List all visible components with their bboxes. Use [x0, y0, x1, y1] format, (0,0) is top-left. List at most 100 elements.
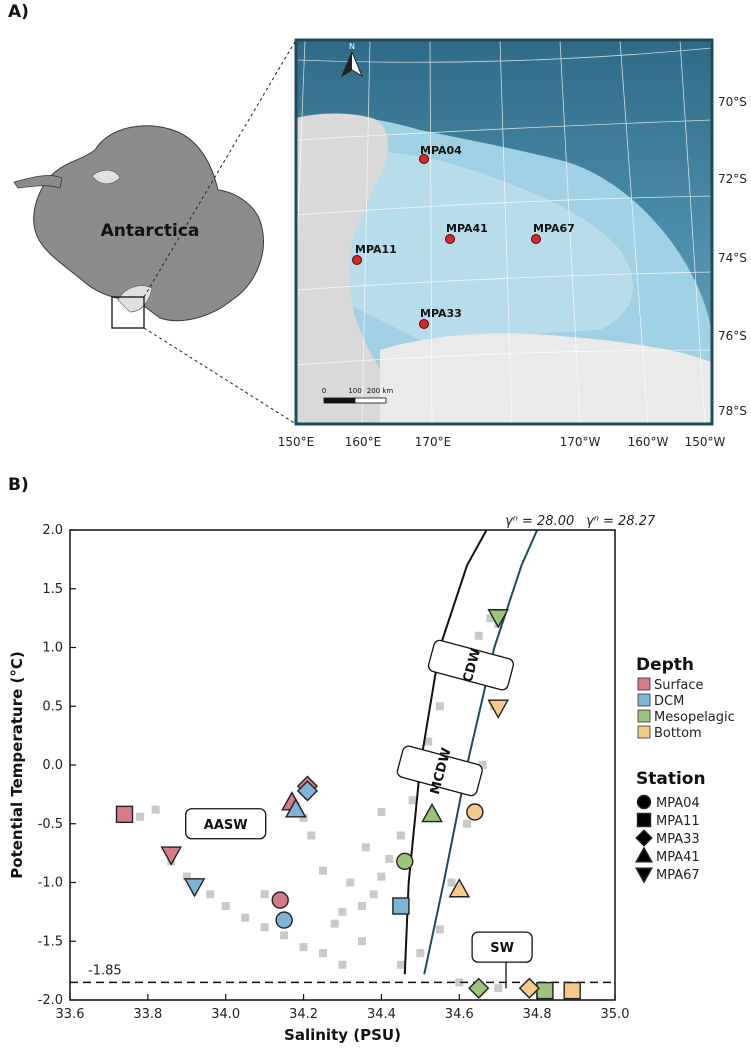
y-tick-label: 1.0: [42, 641, 63, 656]
ctd-point: [299, 813, 308, 822]
lat-label: 74°S: [718, 251, 747, 265]
water-mass-label: SW: [490, 941, 514, 956]
isopycnal-label: γⁿ = 28.27: [586, 514, 656, 529]
antarctica-label: Antarctica: [101, 221, 200, 241]
station-marker: [419, 154, 429, 164]
legend-station-marker: [635, 829, 653, 847]
station-label: MPA41: [446, 222, 488, 235]
ctd-point: [319, 949, 328, 957]
data-point-mpa11: [392, 897, 410, 915]
ctd-point: [435, 925, 444, 934]
lon-label: 150°E: [278, 435, 315, 449]
ctd-point: [206, 890, 215, 899]
ctd-point: [455, 978, 464, 987]
legend-depth-label: Bottom: [654, 726, 702, 741]
zoom-line-bottom: [143, 327, 297, 425]
x-axis-title: Salinity (PSU): [284, 1026, 401, 1044]
legend-station-label: MPA11: [656, 814, 700, 829]
legend-station-marker: [636, 812, 652, 828]
water-mass-frame: [427, 639, 515, 691]
legend-depth-swatch: [637, 693, 651, 707]
ts-diagram: γⁿ = 28.00 γⁿ = 28.27 -1.85 AASW CDW MCDW SW…: [8, 514, 735, 1044]
water-mass-box: CDW: [427, 639, 515, 691]
isopycnal-label: γⁿ = 28.00: [505, 514, 574, 529]
y-tick-label: 1.5: [42, 582, 63, 597]
y-tick-label: 2.0: [42, 523, 63, 538]
legend-depth-label: Mesopelagic: [654, 710, 735, 725]
ctd-point: [478, 761, 487, 769]
ctd-point: [408, 796, 417, 805]
ctd-point: [319, 866, 328, 875]
station-MPA67: MPA67: [531, 222, 575, 244]
legend-depth-label: Surface: [654, 678, 704, 693]
station-marker: [531, 234, 541, 244]
ctd-point: [357, 937, 366, 946]
study-area-box: [111, 296, 145, 329]
ctd-point: [377, 808, 386, 816]
water-mass-frame: [471, 931, 533, 963]
ctd-point: [474, 631, 483, 640]
data-point-mpa04: [396, 852, 414, 871]
lon-label: 170°E: [415, 435, 452, 449]
water-mass-box: AASW: [185, 808, 267, 840]
data-point-mpa04: [275, 911, 293, 929]
x-tick-label: 34.4: [367, 1007, 396, 1022]
legend-station-marker: [636, 794, 652, 810]
isopycnal-lines: γⁿ = 28.00 γⁿ = 28.27: [403, 514, 656, 975]
ctd-point: [260, 923, 269, 932]
scale-label: 200 km: [367, 387, 394, 395]
data-point-mpa67: [160, 846, 183, 866]
ctd-point: [241, 913, 250, 922]
water-mass-label: AASW: [204, 818, 248, 833]
legend-depth-swatch: [637, 709, 651, 723]
y-tick-label: -1.0: [38, 876, 63, 891]
station-MPA41: MPA41: [445, 222, 488, 244]
north-arrow-icon: N: [340, 42, 364, 78]
legend-depth-swatch: [637, 725, 651, 739]
ctd-point: [357, 902, 366, 910]
ctd-point: [338, 907, 347, 916]
legend-station-label: MPA33: [656, 832, 700, 847]
legend-station-marker: [635, 867, 653, 884]
data-point-mpa41: [284, 798, 307, 818]
victoria-land-coast: [296, 113, 388, 424]
legend-station-label: MPA04: [656, 796, 700, 811]
panel-b-label: B): [8, 475, 29, 495]
ctd-point: [151, 805, 160, 814]
ctd-point: [494, 984, 503, 993]
station-label: MPA04: [420, 144, 462, 157]
y-tick-label: 0.0: [42, 758, 63, 773]
x-tick-label: 34.2: [289, 1007, 318, 1022]
station-marker: [445, 234, 455, 244]
ronne-ice-shelf: [91, 169, 121, 185]
x-tick-label: 34.8: [523, 1007, 552, 1022]
station-points: [115, 609, 581, 1000]
x-tick-label: 34.0: [211, 1007, 240, 1022]
ctd-point: [435, 702, 444, 711]
legend-station-label: MPA67: [656, 868, 700, 883]
data-point-mpa41: [448, 878, 471, 898]
legend-depth-label: DCM: [654, 694, 684, 709]
ctd-point: [369, 890, 378, 899]
antarctic-peninsula: [13, 175, 63, 189]
x-tick-label: 35.0: [601, 1007, 630, 1022]
data-point-mpa33: [296, 780, 319, 802]
water-mass-labels: AASW CDW MCDW SW: [185, 639, 533, 989]
y-tick-label: 0.5: [42, 699, 63, 714]
graticule: [296, 40, 712, 424]
ctd-point: [260, 890, 269, 899]
ctd-point: [299, 943, 308, 952]
ctd-point: [280, 931, 289, 940]
ctd-point: [338, 960, 347, 969]
data-point-mpa33: [518, 977, 540, 999]
legend-station-marker: [635, 846, 653, 863]
zoom-line-top: [143, 39, 297, 298]
ctd-point: [182, 872, 191, 881]
station-marker: [352, 255, 362, 265]
ctd-point: [447, 878, 456, 887]
ctd-point: [221, 902, 230, 910]
antarctica-landmass: [33, 125, 264, 322]
ross-sea-inset: N MPA04 MPA41 MPA67 MPA11 MPA33 0 100: [294, 38, 714, 426]
ctd-point: [416, 949, 425, 957]
station-MPA11: MPA11: [352, 243, 397, 265]
